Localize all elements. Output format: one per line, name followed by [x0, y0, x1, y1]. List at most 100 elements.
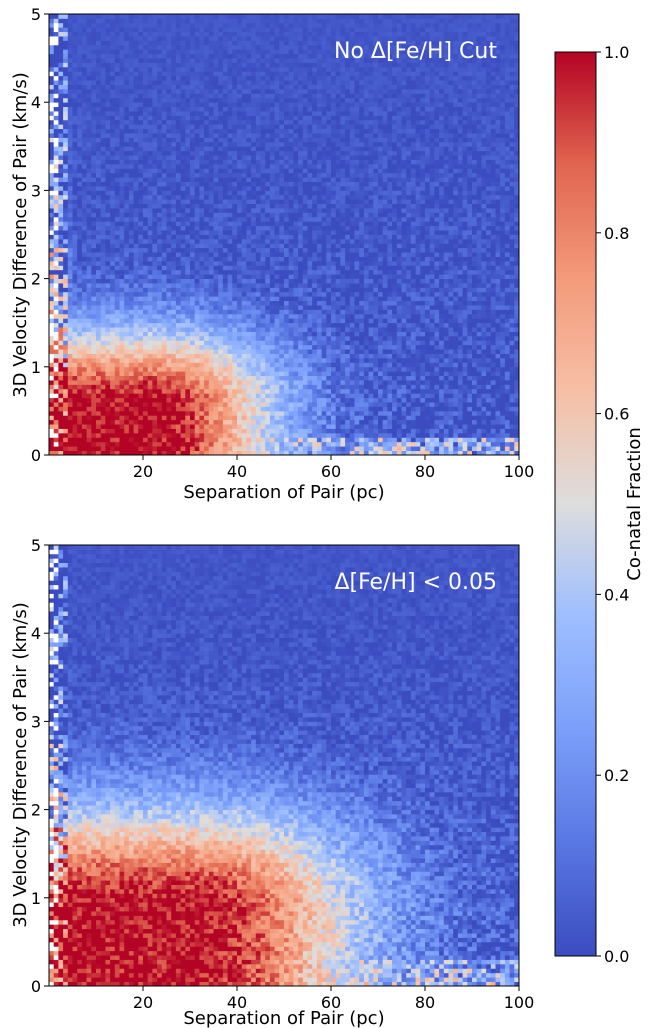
heatmap-cell [167, 151, 172, 156]
heatmap-cell [232, 226, 237, 231]
heatmap-cell [251, 354, 256, 359]
heatmap-cell [228, 71, 233, 76]
heatmap-cell [73, 327, 78, 332]
heatmap-cell [68, 80, 73, 85]
heatmap-cell [181, 142, 186, 147]
heatmap-cell [270, 358, 275, 363]
heatmap-cell [91, 327, 96, 332]
heatmap-cell [110, 358, 115, 363]
heatmap-cell [195, 14, 200, 19]
heatmap-cell [143, 235, 148, 240]
heatmap-cell [279, 32, 284, 37]
heatmap-cell [143, 239, 148, 244]
heatmap-cell [195, 208, 200, 213]
heatmap-cell [242, 182, 247, 187]
heatmap-cell [181, 420, 186, 425]
heatmap-cell [49, 261, 54, 266]
heatmap-cell [228, 243, 233, 248]
heatmap-cell [176, 446, 181, 451]
heatmap-cell [63, 429, 68, 434]
heatmap-cell [148, 208, 153, 213]
heatmap-cell [157, 142, 162, 147]
heatmap-cell [101, 279, 106, 284]
heatmap-cell [270, 398, 275, 403]
heatmap-cell [270, 115, 275, 120]
heatmap-cell [214, 164, 219, 169]
heatmap-cell [218, 420, 223, 425]
heatmap-cell [63, 318, 68, 323]
heatmap-cell [152, 367, 157, 372]
heatmap-cell [82, 252, 87, 257]
heatmap-cell [87, 309, 92, 314]
heatmap-cell [232, 173, 237, 178]
heatmap-cell [54, 345, 59, 350]
heatmap-cell [96, 36, 101, 41]
heatmap-cell [82, 204, 87, 209]
heatmap-cell [270, 384, 275, 389]
heatmap-cell [152, 261, 157, 266]
heatmap-cell [176, 221, 181, 226]
heatmap-cell [91, 14, 96, 19]
heatmap-cell [101, 305, 106, 310]
heatmap-cell [124, 323, 129, 328]
heatmap-cell [181, 305, 186, 310]
heatmap-cell [152, 429, 157, 434]
heatmap-cell [195, 270, 200, 275]
heatmap-cell [58, 120, 63, 125]
heatmap-cell [167, 142, 172, 147]
heatmap-cell [204, 67, 209, 72]
heatmap-cell [82, 221, 87, 226]
heatmap-cell [261, 18, 266, 23]
heatmap-cell [68, 18, 73, 23]
heatmap-cell [138, 142, 143, 147]
heatmap-cell [105, 195, 110, 200]
heatmap-cell [91, 442, 96, 447]
heatmap-cell [101, 406, 106, 411]
heatmap-cell [129, 111, 134, 116]
heatmap-cell [275, 182, 280, 187]
heatmap-cell [214, 301, 219, 306]
heatmap-cell [58, 248, 63, 253]
heatmap-cell [181, 182, 186, 187]
heatmap-cell [148, 115, 153, 120]
heatmap-cell [232, 80, 237, 85]
heatmap-cell [190, 442, 195, 447]
heatmap-cell [237, 217, 242, 222]
heatmap-cell [148, 354, 153, 359]
heatmap-cell [185, 420, 190, 425]
heatmap-cell [223, 63, 228, 68]
heatmap-cell [167, 433, 172, 438]
heatmap-cell [157, 265, 162, 270]
heatmap-cell [275, 398, 280, 403]
heatmap-cell [270, 235, 275, 240]
heatmap-cell [58, 402, 63, 407]
heatmap-cell [73, 204, 78, 209]
heatmap-cell [199, 270, 204, 275]
heatmap-cell [167, 279, 172, 284]
heatmap-cell [195, 177, 200, 182]
heatmap-cell [176, 137, 181, 142]
heatmap-cell [228, 402, 233, 407]
heatmap-cell [82, 182, 87, 187]
heatmap-cell [120, 182, 125, 187]
heatmap-cell [120, 393, 125, 398]
heatmap-cell [96, 415, 101, 420]
heatmap-cell [63, 204, 68, 209]
heatmap-cell [167, 380, 172, 385]
heatmap-cell [171, 296, 176, 301]
heatmap-cell [162, 279, 167, 284]
heatmap-cell [209, 424, 214, 429]
heatmap-cell [190, 142, 195, 147]
heatmap-cell [195, 314, 200, 319]
heatmap-cell [54, 415, 59, 420]
heatmap-cell [256, 217, 261, 222]
heatmap-cell [218, 107, 223, 112]
heatmap-cell [82, 433, 87, 438]
heatmap-cell [195, 89, 200, 94]
heatmap-cell [138, 402, 143, 407]
heatmap-cell [77, 120, 82, 125]
heatmap-cell [279, 437, 284, 442]
heatmap-cell [129, 252, 134, 257]
heatmap-cell [256, 93, 261, 98]
heatmap-cell [195, 120, 200, 125]
